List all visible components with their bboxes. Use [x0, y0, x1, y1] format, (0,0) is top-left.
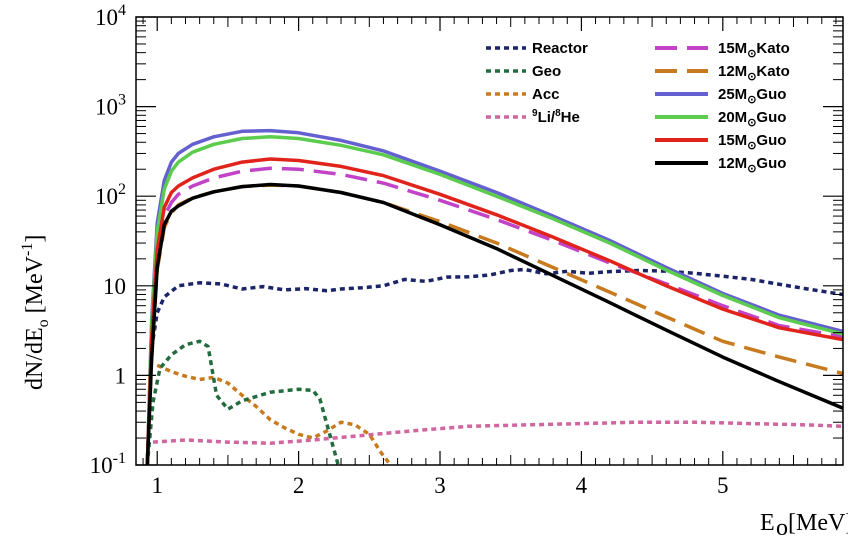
legend-label: Geo: [532, 63, 561, 80]
x-axis-title-main: E: [760, 510, 775, 536]
y-axis-title: dN/dEo [MeV-1]: [19, 235, 52, 390]
legend-label: Acc: [532, 86, 560, 103]
x-tick-label: 4: [576, 473, 588, 498]
plot-frame: [135, 16, 844, 466]
y-tick-label: 104: [95, 2, 126, 30]
y-axis-title-main: dN/dEo [MeV-1]: [19, 235, 52, 390]
series-line-geo: [145, 339, 340, 465]
x-tick-label: 3: [434, 473, 446, 498]
series-group: [145, 128, 843, 465]
series-line-acc: [156, 363, 392, 465]
legend-label: 9Li/8He: [532, 108, 580, 126]
legend-label: 15M⊙Guo: [718, 132, 786, 152]
y-tick-label: 102: [95, 181, 126, 209]
x-axis-title-sub: o: [776, 515, 788, 537]
legend-label: 12M⊙Guo: [718, 155, 786, 175]
plot-area: [145, 128, 843, 465]
y-tick-label: 103: [95, 92, 126, 120]
series-line-12m-guo: [145, 182, 843, 465]
y-tick-label: 10: [103, 274, 126, 299]
x-tick-label: 5: [717, 473, 729, 498]
x-tick-label: 1: [151, 473, 163, 498]
legend-label: 12M⊙Kato: [718, 63, 790, 83]
x-axis-title: E o [MeV]: [760, 510, 848, 537]
legend-label: Reactor: [532, 40, 588, 57]
axes: 1 2 3 4 5 10-1 1 10 102 103 104: [90, 2, 844, 498]
series-line-15m-kato: [145, 166, 843, 465]
series-line-25m-guo: [145, 128, 843, 465]
x-tick-label: 2: [293, 473, 305, 498]
legend-label: 20M⊙Guo: [718, 109, 786, 129]
series-line-9li-8he: [152, 420, 843, 445]
legend-label: 15M⊙Kato: [718, 40, 790, 60]
y-tick-label: 10-1: [90, 450, 126, 478]
series-line-20m-guo: [145, 135, 843, 465]
legend: Reactor Geo Acc 9Li/8He 15M⊙Kato 12M⊙Kato 25M⊙…: [486, 40, 790, 175]
series-line-15m-guo: [145, 157, 843, 465]
y-tick-label: 1: [115, 363, 127, 388]
legend-label: 25M⊙Guo: [718, 86, 786, 106]
x-axis-title-unit: [MeV]: [788, 510, 848, 536]
